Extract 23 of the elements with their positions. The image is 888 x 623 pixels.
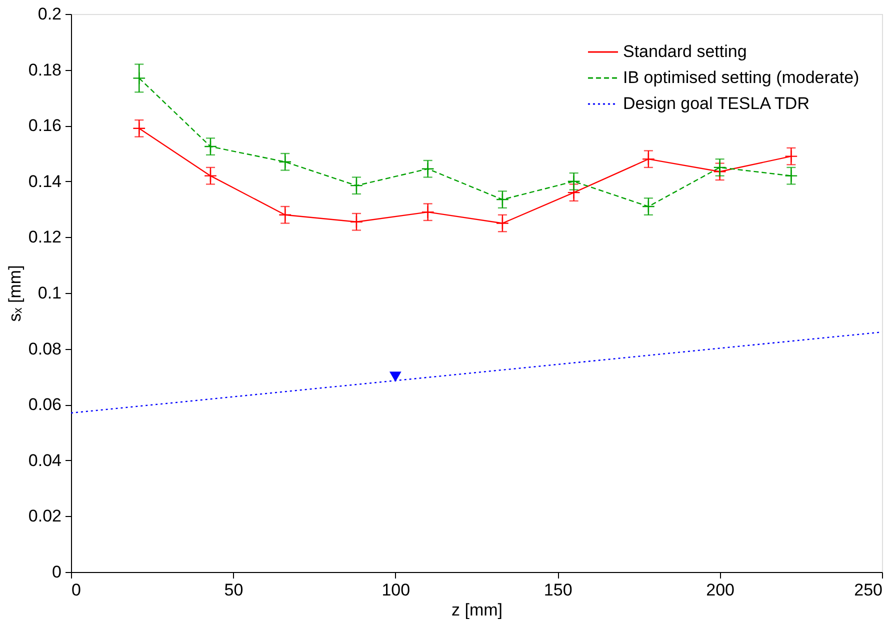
y-tick-label: 0.04	[28, 450, 62, 470]
x-tick-label: 200	[706, 580, 734, 600]
y-tick-label: 0.14	[28, 172, 62, 191]
y-tick-label: 0.06	[28, 395, 62, 414]
x-tick-label: 0	[72, 580, 81, 600]
y-tick-label: 0.02	[28, 506, 62, 526]
legend-label: Standard setting	[623, 42, 747, 61]
y-tick-label: 0.2	[38, 4, 62, 24]
y-tick-label: 0.1	[38, 284, 62, 302]
y-tick-label: 0.08	[28, 339, 62, 358]
x-tick-label: 150	[544, 580, 572, 600]
x-tick-label: 250	[854, 580, 882, 600]
legend-label: IB optimised setting (moderate)	[623, 68, 860, 87]
legend-label: Design goal TESLA TDR	[623, 94, 810, 113]
point	[389, 372, 402, 382]
y-tick-label: 0.16	[28, 116, 62, 136]
x-tick-label: 50	[224, 580, 244, 600]
x-axis-title: z [mm]	[452, 600, 502, 620]
x-tick-label: 100	[382, 580, 410, 600]
y-tick-label: 0	[52, 562, 62, 582]
y-tick-label: 0.12	[28, 228, 62, 247]
y-tick-label: 0.18	[28, 60, 62, 80]
y-axis-title: sₓ [mm]	[5, 265, 24, 322]
